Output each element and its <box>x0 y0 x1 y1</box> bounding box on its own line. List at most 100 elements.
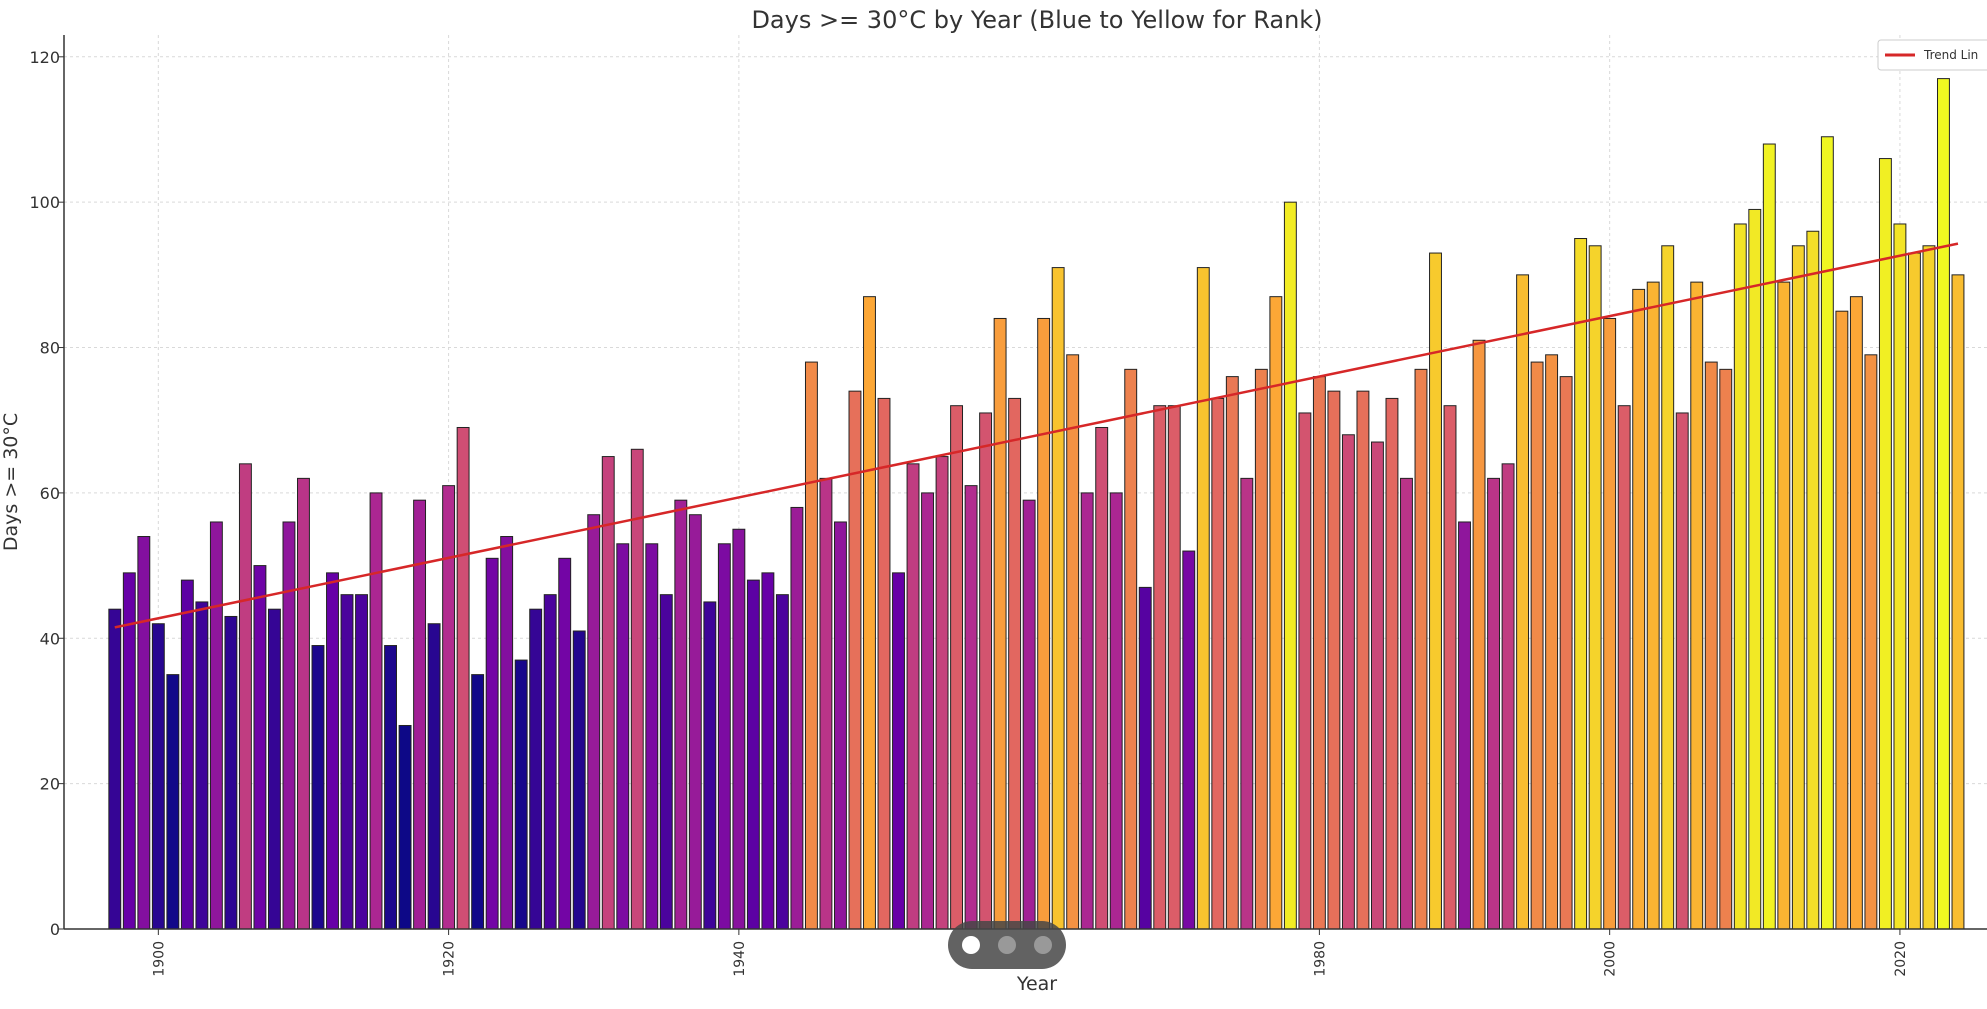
bar-1921 <box>456 426 470 930</box>
bar-1947 <box>834 521 847 930</box>
y-tick-label: 100 <box>29 193 60 212</box>
bar-1952 <box>906 463 920 930</box>
bar-1909 <box>282 521 296 930</box>
bar-2003 <box>1646 281 1660 930</box>
bar-1922 <box>471 674 485 930</box>
bar-1903 <box>195 601 209 930</box>
bar-1917 <box>398 724 412 930</box>
bar-1910 <box>297 477 310 930</box>
bar-1935 <box>659 594 673 930</box>
bar-2002 <box>1632 288 1646 930</box>
bar-1897 <box>108 608 122 930</box>
bar-1985 <box>1385 397 1399 930</box>
bar-1983 <box>1356 390 1370 930</box>
bar-1915 <box>369 492 383 930</box>
bar-1987 <box>1414 368 1428 930</box>
bar-2013 <box>1791 245 1805 930</box>
bar-1905 <box>224 615 238 930</box>
bar-2004 <box>1661 245 1675 930</box>
x-tick-label: 1920 <box>442 941 458 977</box>
bar-1939 <box>717 543 731 930</box>
bar-2009 <box>1733 223 1747 930</box>
trend <box>114 242 1959 629</box>
x-tick-label: 2020 <box>1893 941 1909 977</box>
bar-1932 <box>616 543 630 930</box>
bar-1914 <box>355 594 368 930</box>
bar-1969 <box>1153 405 1167 930</box>
bar-2023 <box>1937 78 1950 930</box>
bar-1901 <box>166 674 180 930</box>
bar-1960 <box>1022 499 1036 930</box>
pager-dot-3[interactable] <box>1034 936 1052 954</box>
bar-1928 <box>558 557 572 930</box>
bar-2020 <box>1893 223 1907 930</box>
bar-1958 <box>993 317 1007 930</box>
bar-1980 <box>1312 376 1326 930</box>
bar-1902 <box>180 579 194 930</box>
bars <box>108 78 1965 930</box>
bar-1937 <box>688 514 702 930</box>
bar-1961 <box>1037 317 1051 930</box>
bar-1908 <box>267 608 281 930</box>
trend-line <box>114 242 1959 629</box>
bar-1950 <box>877 397 891 930</box>
y-tick-label: 120 <box>29 48 60 67</box>
bar-1968 <box>1138 586 1152 930</box>
bar-2007 <box>1704 361 1718 930</box>
bar-2024 <box>1951 274 1965 930</box>
bar-1912 <box>326 572 339 930</box>
bar-1966 <box>1109 492 1123 930</box>
bar-1982 <box>1341 434 1355 930</box>
bar-1924 <box>500 536 514 930</box>
bar-1971 <box>1182 550 1196 930</box>
bar-2006 <box>1690 281 1704 930</box>
bar-1953 <box>921 492 934 930</box>
bar-1972 <box>1196 267 1210 930</box>
pager-dot-2[interactable] <box>998 936 1016 954</box>
bar-1940 <box>732 528 746 930</box>
bar-2012 <box>1777 281 1791 930</box>
bar-1970 <box>1167 405 1181 930</box>
bar-1920 <box>442 485 456 930</box>
bar-1995 <box>1530 361 1544 930</box>
y-tick-label: 20 <box>40 775 60 794</box>
bar-1942 <box>761 572 775 930</box>
y-ticks: 0 20 40 60 80 100 120 <box>29 48 64 939</box>
bar-1990 <box>1458 521 1471 930</box>
bar-1899 <box>137 536 151 930</box>
bar-1999 <box>1588 245 1602 930</box>
bar-1964 <box>1080 492 1094 930</box>
bar-1957 <box>979 412 993 930</box>
bar-2010 <box>1748 208 1762 930</box>
bar-1913 <box>340 594 354 930</box>
bar-1911 <box>311 645 325 930</box>
bar-1976 <box>1254 368 1268 930</box>
bar-1949 <box>863 296 876 930</box>
chart-title: Days >= 30°C by Year (Blue to Yellow for… <box>751 6 1322 34</box>
bar-1916 <box>384 645 397 930</box>
bar-1934 <box>645 543 659 930</box>
bar-2000 <box>1603 317 1617 930</box>
bar-1930 <box>587 514 601 930</box>
bar-1954 <box>935 456 949 930</box>
bar-1963 <box>1066 354 1080 930</box>
y-tick-label: 80 <box>40 339 60 358</box>
bar-1996 <box>1545 354 1559 930</box>
bar-1965 <box>1095 426 1109 930</box>
bar-2001 <box>1617 405 1631 930</box>
legend-box <box>1877 39 1987 71</box>
bar-1907 <box>253 565 267 930</box>
bar-1978 <box>1283 201 1297 930</box>
carousel-pager[interactable] <box>948 921 1066 969</box>
bar-2015 <box>1820 136 1834 930</box>
bar-2011 <box>1762 143 1776 930</box>
bar-1933 <box>630 448 644 930</box>
bar-1959 <box>1008 397 1022 930</box>
pager-dot-1[interactable] <box>962 936 980 954</box>
bar-1943 <box>775 594 789 930</box>
bar-2017 <box>1849 296 1863 930</box>
bar-1994 <box>1516 274 1530 930</box>
bar-1993 <box>1501 463 1515 930</box>
bar-1938 <box>703 601 717 930</box>
